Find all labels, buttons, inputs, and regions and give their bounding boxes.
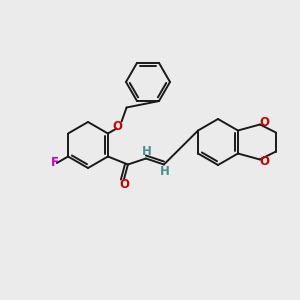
Text: O: O xyxy=(259,116,269,129)
Text: O: O xyxy=(119,178,129,191)
Text: F: F xyxy=(51,157,59,169)
Text: H: H xyxy=(160,165,170,178)
Text: H: H xyxy=(142,145,152,158)
Text: O: O xyxy=(112,120,123,133)
Text: O: O xyxy=(259,155,269,168)
